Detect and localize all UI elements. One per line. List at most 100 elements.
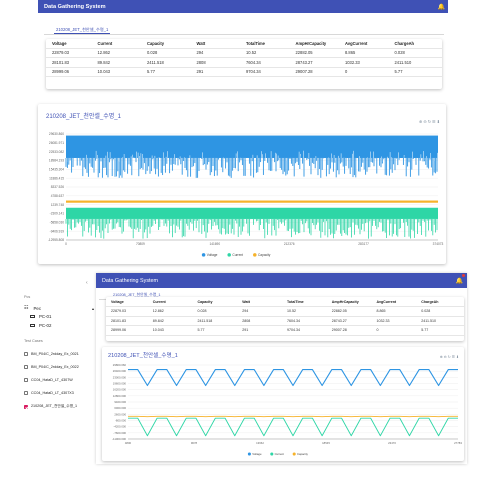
- y-tick-label: 29630.860: [49, 132, 64, 136]
- y-tick-label: 11886.415: [49, 176, 64, 180]
- column-header[interactable]: ChargeAh: [419, 297, 464, 307]
- data-table: Voltage Current Capacity Watt TotalTime …: [106, 297, 464, 336]
- zoom-reset-icon[interactable]: ⊖: [443, 355, 448, 359]
- table-cell: 22882.05: [329, 306, 375, 317]
- chart-1-svg[interactable]: 29630.860 26081.971 22533.082 18984.193 1543…: [38, 128, 446, 260]
- test-checkbox-checked[interactable]: [24, 404, 28, 409]
- legend-label: Voltage: [207, 253, 218, 257]
- column-header[interactable]: AmpHrCapacity: [329, 297, 375, 307]
- save-image-icon[interactable]: ⬇: [455, 355, 460, 359]
- table-cell: 28101.83: [46, 57, 96, 68]
- current-series-band: [66, 207, 438, 219]
- test-checkbox[interactable]: [24, 352, 28, 356]
- test-case-item[interactable]: BM_P04/C_2rdday_Ex_0022: [24, 365, 79, 369]
- table-cell: 2808: [194, 57, 244, 68]
- table-row[interactable]: 22879.03 12.862 0.028 294 10.52 22882.05…: [106, 306, 464, 317]
- table-cell: 10.52: [244, 48, 294, 58]
- legend-label: Current: [232, 253, 243, 257]
- sidebar-collapse-icon[interactable]: ‹: [86, 280, 88, 286]
- y-tick-label: 19600.000: [113, 381, 127, 385]
- table-row[interactable]: 22879.03 12.862 0.028 294 10.52 22882.05…: [46, 48, 442, 58]
- test-checkbox[interactable]: [24, 365, 28, 369]
- sidebar-item-label: PC-02: [39, 323, 52, 328]
- column-header[interactable]: Voltage: [46, 39, 96, 49]
- main-panel: Data Gathering System 🔔 210208_JET_천안셀_수…: [96, 273, 467, 464]
- table-cell: 12.862: [150, 306, 196, 317]
- data-view-icon[interactable]: ☰: [451, 355, 456, 359]
- test-case-label: 210208_JET_천안셀_수명_1: [31, 404, 78, 408]
- table-cell: 1032.33: [343, 57, 393, 68]
- legend-label: Capacity: [258, 253, 271, 257]
- table-row[interactable]: 28101.83 89.842 2411.518 2808 7604.34 28…: [46, 57, 442, 68]
- sidebar-item-pc-02[interactable]: PC-02: [30, 323, 51, 328]
- column-header[interactable]: ChargeAh: [392, 39, 442, 49]
- data-table: Voltage Current Capacity Watt TotalTime …: [46, 39, 442, 77]
- table-cell: 22879.03: [106, 306, 151, 317]
- table-cell: 10.043: [95, 67, 145, 77]
- chart-2-svg[interactable]: 29800.060 26400.000 23000.000 19600.000 1620…: [102, 361, 464, 460]
- y-tick-label: 8337.526: [51, 185, 65, 189]
- table-cell: 8.865: [343, 48, 393, 58]
- x-tick-label: 374073: [433, 242, 444, 246]
- y-tick-label: -12955.808: [48, 238, 64, 242]
- y-tick-label: -11000.000: [112, 437, 126, 441]
- column-header[interactable]: Capacity: [195, 297, 241, 307]
- table-cell: 28999.06: [106, 325, 151, 336]
- legend-marker: [201, 253, 206, 257]
- app-title: Data Gathering System: [102, 277, 159, 284]
- table-cell: 89.842: [150, 316, 196, 326]
- table-row[interactable]: 28999.06 10.043 5.77 291 9704.34 29007.2…: [46, 67, 442, 77]
- x-tick-label: 141690: [209, 242, 220, 246]
- table-cell: 28999.06: [46, 67, 96, 77]
- sidebar: ‹ Pcs ☷ Pec ▴ PC-01 PC-02 Test Cases BM_…: [20, 276, 96, 464]
- y-tick-label: 23000.000: [113, 375, 127, 379]
- restore-icon[interactable]: ↻: [447, 355, 452, 359]
- test-case-item[interactable]: 210208_JET_천안셀_수명_1: [24, 404, 77, 409]
- sidebar-item-pc-01[interactable]: PC-01: [30, 314, 51, 319]
- legend-label: Voltage: [252, 452, 262, 456]
- column-header[interactable]: AvgCurrent: [374, 297, 420, 307]
- x-tick-label: 283177: [358, 242, 369, 246]
- table-cell: 2411.518: [195, 316, 241, 326]
- table-cell: 294: [194, 48, 244, 58]
- y-tick-label: 2600.000: [114, 412, 126, 416]
- column-header[interactable]: TotalTime: [285, 297, 330, 307]
- column-header[interactable]: Capacity: [145, 39, 195, 49]
- test-case-item[interactable]: CC04_HataD_LT_4307W: [24, 378, 73, 382]
- save-image-icon[interactable]: ⬇: [436, 119, 441, 124]
- zoom-icon[interactable]: ⊕: [418, 119, 424, 124]
- x-tick-label: 23470: [388, 441, 396, 445]
- column-header[interactable]: Voltage: [106, 297, 151, 307]
- column-header[interactable]: TotalTime: [244, 39, 294, 49]
- legend-marker: [247, 452, 251, 456]
- chart-card-1: 210208_JET_천안셀_수명_1 ⊕⊖↻☰⬇ 29630.860 26081…: [38, 104, 446, 264]
- column-header[interactable]: AvgCurrent: [343, 39, 393, 49]
- test-case-item[interactable]: CC04_HataD_LT_4307X3: [24, 391, 74, 395]
- table-row[interactable]: 28999.06 10.043 5.77 291 9704.34 29007.2…: [106, 325, 464, 336]
- column-header[interactable]: AmpHrCapacity: [293, 39, 343, 49]
- sidebar-group-pec[interactable]: ☷ Pec ▴: [24, 305, 94, 311]
- table-row[interactable]: 28101.83 89.842 2411.518 2808 7604.34 28…: [106, 316, 464, 326]
- zoom-reset-icon[interactable]: ⊖: [423, 119, 428, 124]
- table-header-row: Voltage Current Capacity Watt TotalTime …: [46, 39, 442, 49]
- tab-bar: 210208_JET_천안셀_수명_1: [44, 22, 444, 35]
- column-header[interactable]: Watt: [194, 39, 244, 49]
- data-view-icon[interactable]: ☰: [432, 119, 437, 124]
- y-tick-label: 12800.000: [113, 394, 127, 398]
- column-header[interactable]: Current: [95, 39, 145, 49]
- notification-bell-icon[interactable]: 🔔: [437, 4, 445, 10]
- y-tick-label: 26400.000: [113, 369, 127, 373]
- test-case-item[interactable]: BM_P04/C_2rdday_Ex_0021: [24, 352, 79, 356]
- zoom-icon[interactable]: ⊕: [439, 355, 444, 359]
- restore-icon[interactable]: ↻: [427, 119, 433, 124]
- column-header[interactable]: Watt: [240, 297, 285, 307]
- table-cell: 28743.27: [293, 57, 343, 68]
- capacity-series-line: [66, 200, 438, 203]
- column-header[interactable]: Current: [150, 297, 196, 307]
- tab-dataset[interactable]: 210208_JET_천안셀_수명_1: [54, 27, 111, 34]
- test-checkbox[interactable]: [24, 391, 28, 395]
- table-cell: 8.865: [374, 306, 420, 317]
- notification-bell-icon[interactable]: 🔔: [455, 278, 463, 284]
- x-tick-label: 212376: [284, 242, 295, 246]
- test-checkbox[interactable]: [24, 378, 28, 382]
